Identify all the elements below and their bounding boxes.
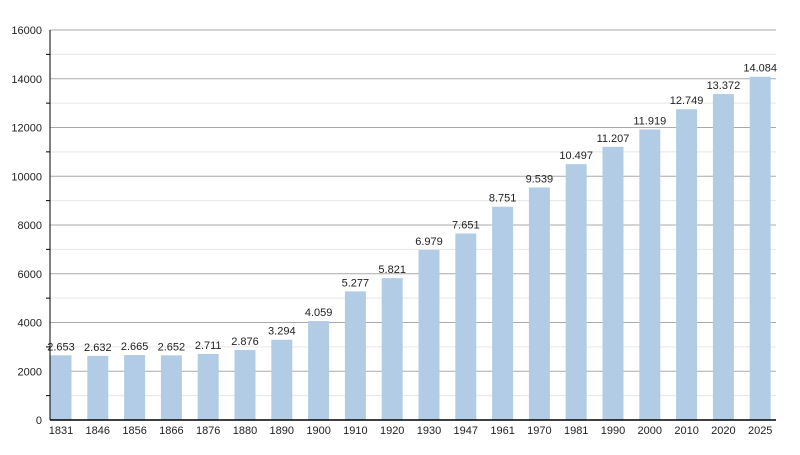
data-label: 2.652 bbox=[158, 341, 186, 353]
data-label: 2.876 bbox=[231, 336, 259, 348]
bar-1900 bbox=[308, 321, 330, 420]
bar-1981 bbox=[565, 164, 587, 420]
bar-1890 bbox=[271, 339, 293, 420]
x-tick-label: 1890 bbox=[270, 425, 294, 437]
bar-1876 bbox=[197, 353, 219, 420]
data-label: 6.979 bbox=[415, 236, 443, 248]
bar-1990 bbox=[602, 146, 624, 420]
x-tick-label: 1970 bbox=[527, 425, 551, 437]
x-tick-label: 1866 bbox=[159, 425, 183, 437]
data-label: 12.749 bbox=[670, 95, 704, 107]
bar-1947 bbox=[455, 233, 477, 420]
x-tick-label: 2025 bbox=[748, 425, 772, 437]
x-tick-label: 1910 bbox=[343, 425, 367, 437]
data-label: 3.294 bbox=[268, 326, 296, 338]
bar-1846 bbox=[87, 355, 109, 420]
data-label: 2.632 bbox=[84, 342, 112, 354]
bar-1920 bbox=[381, 278, 403, 420]
x-tick-label: 2000 bbox=[638, 425, 662, 437]
x-tick-label: 1930 bbox=[417, 425, 441, 437]
x-tick-label: 1981 bbox=[564, 425, 588, 437]
bar-1856 bbox=[124, 355, 146, 420]
x-tick-label: 2010 bbox=[674, 425, 698, 437]
bar-1866 bbox=[160, 355, 182, 420]
data-label: 13.372 bbox=[707, 80, 741, 92]
data-label: 10.497 bbox=[559, 150, 593, 162]
y-tick-label: 8000 bbox=[18, 220, 42, 232]
bar-2020 bbox=[712, 94, 734, 421]
data-label: 9.539 bbox=[526, 173, 554, 185]
x-tick-label: 1831 bbox=[49, 425, 73, 437]
y-tick-label: 10000 bbox=[11, 171, 42, 183]
data-label: 14.084 bbox=[743, 63, 777, 75]
bar-2025 bbox=[749, 76, 771, 420]
bar-1831 bbox=[50, 355, 72, 420]
data-label: 2.653 bbox=[47, 341, 75, 353]
data-label: 4.059 bbox=[305, 307, 333, 319]
y-tick-label: 14000 bbox=[11, 74, 42, 86]
y-tick-label: 0 bbox=[36, 415, 42, 427]
y-tick-label: 4000 bbox=[18, 318, 42, 330]
data-label: 5.277 bbox=[342, 277, 370, 289]
x-tick-label: 2020 bbox=[711, 425, 735, 437]
bar-1930 bbox=[418, 249, 440, 420]
data-label: 11.207 bbox=[597, 133, 630, 145]
x-tick-label: 1856 bbox=[122, 425, 146, 437]
data-label: 7.651 bbox=[452, 220, 480, 232]
data-label: 2.665 bbox=[121, 341, 149, 353]
bar-1961 bbox=[492, 206, 514, 420]
x-tick-label: 1846 bbox=[86, 425, 110, 437]
x-tick-label: 1947 bbox=[454, 425, 478, 437]
y-tick-label: 16000 bbox=[11, 25, 42, 37]
bar-2010 bbox=[676, 109, 698, 420]
x-tick-label: 1880 bbox=[233, 425, 257, 437]
y-tick-label: 2000 bbox=[18, 366, 42, 378]
x-tick-label: 1920 bbox=[380, 425, 404, 437]
bar-2000 bbox=[639, 129, 661, 421]
data-label: 8.751 bbox=[489, 193, 517, 205]
x-tick-label: 1876 bbox=[196, 425, 220, 437]
x-tick-label: 1900 bbox=[306, 425, 330, 437]
y-tick-label: 12000 bbox=[11, 123, 42, 135]
bar-1880 bbox=[234, 349, 256, 420]
bar-1910 bbox=[344, 291, 366, 420]
data-label: 11.919 bbox=[633, 115, 666, 127]
y-tick-label: 6000 bbox=[18, 269, 42, 281]
bar-1970 bbox=[528, 187, 550, 420]
x-tick-label: 1990 bbox=[601, 425, 625, 437]
x-tick-label: 1961 bbox=[490, 425, 514, 437]
data-label: 2.711 bbox=[195, 340, 222, 352]
data-label: 5.821 bbox=[378, 264, 406, 276]
